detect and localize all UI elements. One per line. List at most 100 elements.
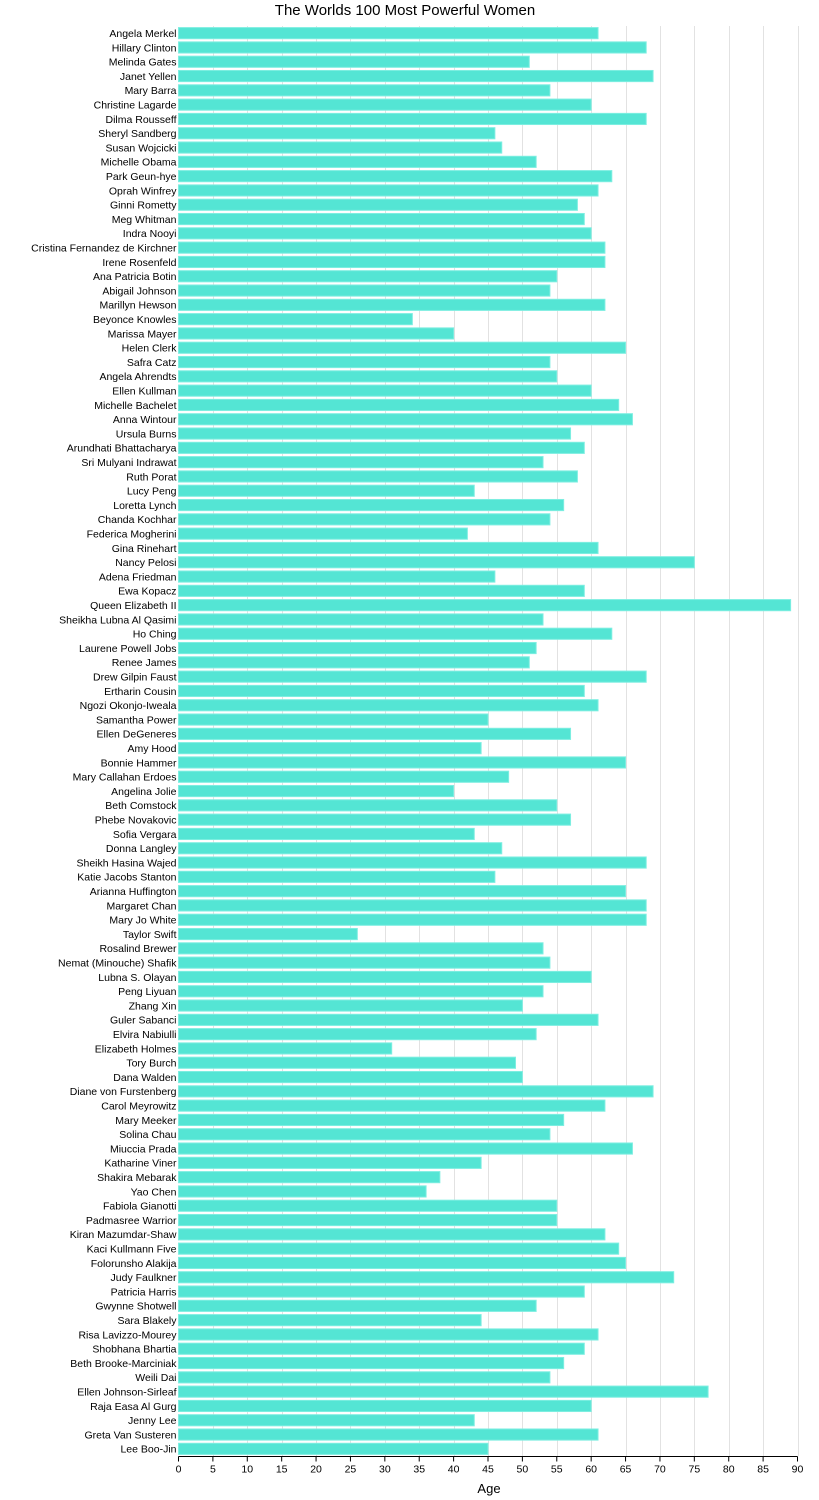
bar	[178, 1328, 599, 1341]
bar	[178, 813, 572, 826]
category-label: Queen Elizabeth II	[90, 600, 176, 612]
bar	[178, 1171, 441, 1184]
category-label: Donna Langley	[106, 843, 177, 855]
bar	[178, 1414, 475, 1427]
bar	[178, 1342, 585, 1355]
x-tick-label: 50	[517, 1464, 529, 1476]
bar	[178, 1314, 482, 1327]
x-tick-label: 0	[176, 1464, 182, 1476]
category-label: Ewa Kopacz	[118, 586, 176, 598]
bar	[178, 284, 551, 297]
bar	[178, 1056, 517, 1069]
bar	[178, 842, 503, 855]
category-label: Susan Wojcicki	[106, 142, 177, 154]
category-label: Ana Patricia Botin	[93, 271, 177, 283]
bar	[178, 484, 475, 497]
category-label: Padmasree Warrior	[86, 1215, 177, 1227]
category-label: Shakira Mebarak	[97, 1172, 177, 1184]
category-label: Greta Van Susteren	[84, 1429, 176, 1441]
category-label: Taylor Swift	[123, 929, 177, 941]
bar	[178, 527, 468, 540]
category-label: Risa Lavizzo-Mourey	[78, 1329, 177, 1341]
category-label: Margaret Chan	[106, 900, 176, 912]
category-label: Guler Sabanci	[110, 1015, 177, 1027]
bar	[178, 1299, 537, 1312]
bar	[178, 1242, 620, 1255]
category-label: Sofia Vergara	[113, 829, 177, 841]
category-label: Ellen Johnson-Sirleaf	[77, 1386, 176, 1398]
category-label: Sri Mulyani Indrawat	[81, 457, 176, 469]
category-label: Sheikha Lubna Al Qasimi	[59, 614, 176, 626]
category-label: Judy Faulkner	[111, 1272, 177, 1284]
category-label: Marissa Mayer	[108, 328, 177, 340]
category-label: Sara Blakely	[118, 1315, 178, 1327]
bar	[178, 856, 647, 869]
category-label: Laurene Powell Jobs	[79, 643, 176, 655]
category-label: Tory Burch	[126, 1058, 176, 1070]
bar	[178, 1070, 523, 1084]
category-label: Rosalind Brewer	[99, 943, 177, 955]
category-label: Amy Hood	[127, 743, 176, 755]
bar	[178, 784, 455, 798]
category-label: Angelina Jolie	[111, 786, 177, 798]
bar	[178, 1371, 551, 1384]
category-label: Mary Barra	[125, 85, 177, 97]
bar	[178, 1428, 599, 1441]
bar	[178, 799, 558, 812]
bar	[178, 1356, 565, 1370]
bar	[178, 556, 695, 569]
category-label: Beth Comstock	[105, 800, 177, 812]
category-label: Fabiola Gianotti	[103, 1201, 177, 1213]
category-label: Arianna Huffington	[90, 886, 177, 898]
category-label: Ellen Kullman	[112, 385, 176, 397]
bar	[178, 942, 544, 955]
category-label: Nancy Pelosi	[115, 557, 176, 569]
bar	[178, 1085, 654, 1098]
bar	[178, 956, 551, 969]
bar	[178, 742, 482, 755]
bar	[178, 1285, 585, 1298]
bar	[178, 999, 523, 1012]
category-label: Dilma Rousseff	[106, 114, 177, 126]
category-label: Elvira Nabiulli	[113, 1029, 177, 1041]
bar	[178, 427, 572, 440]
category-label: Arundhati Bhattacharya	[67, 443, 177, 455]
category-label: Janet Yellen	[120, 71, 177, 83]
category-label: Katie Jacobs Stanton	[77, 872, 176, 884]
category-label: Renee James	[112, 657, 177, 669]
bar	[178, 255, 606, 269]
bar	[178, 870, 496, 883]
category-label: Ho Ching	[133, 629, 177, 641]
bar	[178, 1142, 633, 1155]
category-label: Kiran Mazumdar-Shaw	[70, 1229, 177, 1241]
bar	[178, 1399, 592, 1413]
bar	[178, 184, 599, 197]
chart-title: The Worlds 100 Most Powerful Women	[275, 2, 535, 19]
x-tick-label: 85	[757, 1464, 769, 1476]
bar	[178, 584, 585, 597]
x-axis: 0 5 10 15 20 25 30 35 40 45 50 55 60 65 70 75 80 85 90	[176, 1456, 803, 1476]
category-label: Marillyn Hewson	[99, 300, 176, 312]
bar	[178, 55, 530, 68]
bar	[178, 627, 613, 640]
x-tick-label: 25	[345, 1464, 357, 1476]
category-label: Angela Ahrendts	[99, 371, 176, 383]
bar	[178, 1213, 558, 1227]
category-label: Safra Catz	[127, 357, 177, 369]
bar	[178, 1099, 606, 1112]
bar	[178, 384, 592, 397]
category-label: Beth Brooke-Marciniak	[70, 1358, 177, 1370]
category-label: Sheryl Sandberg	[98, 128, 176, 140]
category-label: Hillary Clinton	[112, 42, 177, 54]
category-label: Park Geun-hye	[106, 171, 177, 183]
category-label: Loretta Lynch	[113, 500, 176, 512]
x-tick-label: 75	[688, 1464, 700, 1476]
bar	[178, 1013, 599, 1026]
bar	[178, 656, 530, 669]
category-label: Oprah Winfrey	[109, 185, 177, 197]
category-label: Phebe Novakovic	[95, 814, 177, 826]
bar	[178, 127, 496, 140]
bar	[178, 270, 558, 283]
bar	[178, 899, 647, 912]
bar	[178, 1028, 537, 1041]
